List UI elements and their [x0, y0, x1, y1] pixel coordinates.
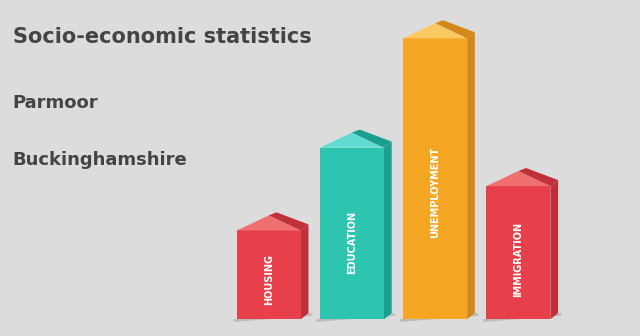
Polygon shape [518, 168, 558, 186]
Polygon shape [550, 180, 558, 319]
Polygon shape [403, 23, 467, 38]
Text: Socio-economic statistics: Socio-economic statistics [13, 27, 312, 47]
Text: EDUCATION: EDUCATION [347, 210, 357, 274]
Text: IMMIGRATION: IMMIGRATION [513, 222, 524, 297]
Polygon shape [352, 130, 392, 148]
Polygon shape [486, 186, 550, 319]
Polygon shape [483, 313, 561, 322]
Polygon shape [234, 313, 312, 322]
Polygon shape [237, 215, 301, 230]
Polygon shape [384, 142, 392, 319]
Polygon shape [400, 313, 478, 322]
Text: Buckinghamshire: Buckinghamshire [13, 151, 188, 169]
Polygon shape [317, 313, 395, 322]
Text: UNEMPLOYMENT: UNEMPLOYMENT [430, 147, 440, 239]
Text: HOUSING: HOUSING [264, 254, 274, 305]
Polygon shape [320, 148, 384, 319]
Text: Parmoor: Parmoor [13, 94, 99, 112]
Polygon shape [301, 224, 308, 319]
Polygon shape [320, 133, 384, 148]
Polygon shape [435, 20, 475, 38]
Polygon shape [269, 212, 308, 230]
Polygon shape [237, 230, 301, 319]
Polygon shape [467, 32, 475, 319]
Polygon shape [486, 171, 550, 186]
Polygon shape [403, 38, 467, 319]
